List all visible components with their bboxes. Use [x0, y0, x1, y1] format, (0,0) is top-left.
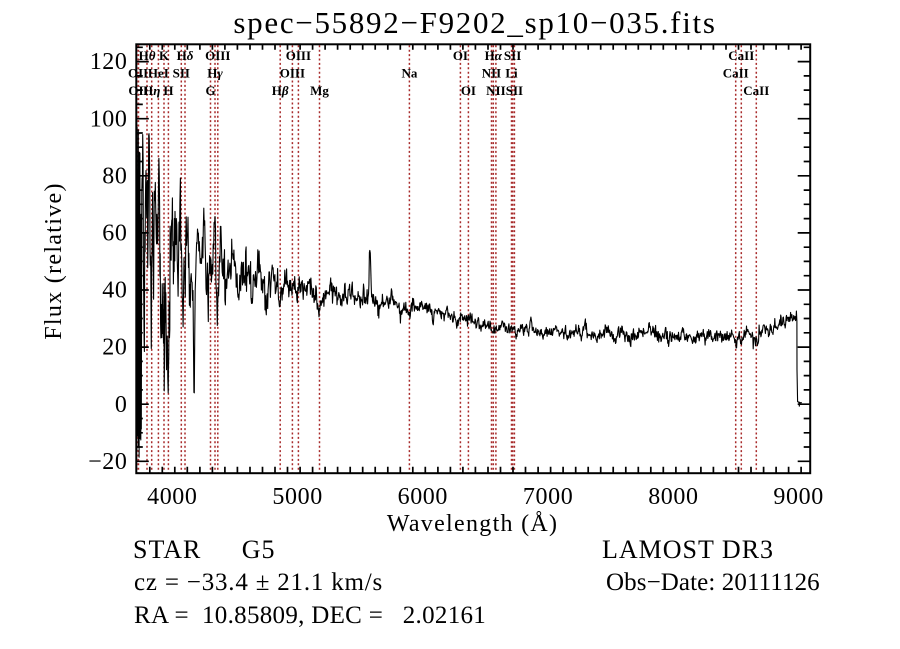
svg-text:Na: Na [401, 66, 417, 81]
svg-text:7000: 7000 [523, 484, 573, 510]
svg-text:OIII: OIII [205, 48, 230, 63]
svg-text:LAMOST DR3: LAMOST DR3 [602, 535, 774, 564]
svg-text:Hη: Hη [143, 83, 160, 98]
svg-text:Hδ: Hδ [177, 48, 194, 63]
svg-text:OI: OI [461, 83, 476, 98]
svg-text:60: 60 [102, 221, 127, 247]
svg-text:20: 20 [102, 335, 127, 361]
svg-text:G: G [205, 83, 215, 98]
svg-text:Hα: Hα [485, 48, 503, 63]
svg-text:Hβ: Hβ [272, 83, 289, 98]
svg-text:CaII: CaII [743, 83, 769, 98]
svg-text:9000: 9000 [773, 484, 823, 510]
svg-text:STAR: STAR [133, 535, 201, 564]
svg-text:Obs−Date: 20111126: Obs−Date: 20111126 [606, 569, 820, 596]
svg-text:HeI: HeI [148, 66, 169, 81]
svg-text:8000: 8000 [648, 484, 698, 510]
svg-text:Mg: Mg [310, 83, 329, 98]
svg-text:SII: SII [173, 66, 190, 81]
svg-text:OII: OII [128, 83, 148, 98]
svg-text:80: 80 [102, 163, 127, 189]
svg-text:cz = −33.4 ± 21.1 km/s: cz = −33.4 ± 21.1 km/s [134, 569, 383, 596]
svg-text:120: 120 [90, 49, 128, 75]
svg-text:Li: Li [505, 66, 518, 81]
svg-text:CaII: CaII [728, 48, 754, 63]
svg-text:6000: 6000 [398, 484, 448, 510]
svg-text:Flux (relative): Flux (relative) [41, 182, 67, 339]
svg-text:SII: SII [506, 83, 523, 98]
svg-text:NII: NII [486, 83, 506, 98]
svg-text:H: H [163, 83, 173, 98]
svg-text:OIII: OIII [280, 66, 305, 81]
svg-text:OIII: OIII [286, 48, 311, 63]
svg-text:4000: 4000 [147, 484, 197, 510]
svg-text:−20: −20 [88, 449, 127, 475]
svg-text:Hγ: Hγ [207, 66, 223, 81]
svg-text:G5: G5 [242, 535, 276, 564]
svg-text:5000: 5000 [272, 484, 322, 510]
svg-text:RA = 10.85809, DEC = 2.0216: RA = 10.85809, DEC = 2.02161 [134, 602, 486, 629]
svg-text:40: 40 [102, 278, 127, 304]
svg-text:K: K [159, 48, 170, 63]
svg-text:CaII: CaII [723, 66, 749, 81]
svg-text:OII: OII [128, 66, 148, 81]
svg-text:spec−55892−F9202_sp10−035.fits: spec−55892−F9202_sp10−035.fits [233, 5, 716, 40]
svg-text:NII: NII [482, 66, 502, 81]
svg-text:0: 0 [115, 392, 128, 418]
svg-text:Wavelength (Å): Wavelength (Å) [387, 511, 559, 537]
svg-text:OI: OI [453, 48, 468, 63]
svg-text:SII: SII [504, 48, 521, 63]
svg-text:100: 100 [90, 106, 128, 132]
svg-text:Hθ: Hθ [139, 48, 156, 63]
